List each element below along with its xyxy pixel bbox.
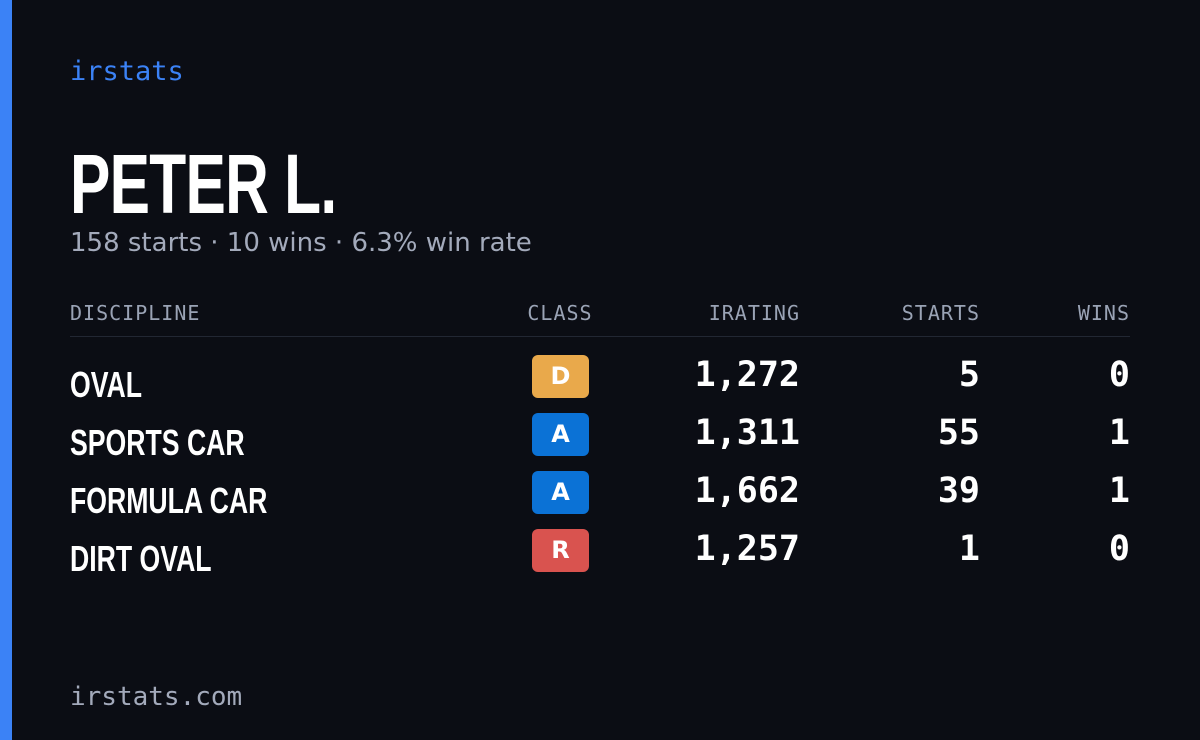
- wins: 0: [1108, 529, 1130, 569]
- starts: 5: [958, 355, 980, 395]
- column-header: STARTS: [901, 301, 980, 325]
- brand: irstats: [70, 56, 184, 87]
- irating: 1,257: [694, 529, 800, 569]
- site: irstats.com: [70, 682, 243, 712]
- class-badge: A: [532, 413, 589, 456]
- wins: 1: [1108, 413, 1130, 453]
- irating: 1,311: [694, 413, 800, 453]
- accent-stripe: [0, 0, 12, 740]
- class-badge: R: [532, 529, 589, 572]
- discipline: SPORTS CAR: [70, 422, 245, 463]
- starts: 39: [937, 471, 980, 511]
- class-badge: A: [532, 471, 589, 514]
- column-header: IRATING: [708, 301, 800, 325]
- starts: 55: [937, 413, 980, 453]
- summary: 158 starts · 10 wins · 6.3% win rate: [70, 228, 532, 258]
- irating: 1,272: [694, 355, 800, 395]
- starts: 1: [958, 529, 980, 569]
- discipline: FORMULA CAR: [70, 480, 268, 521]
- column-header: CLASS: [527, 301, 593, 325]
- driver-name: PETER L.: [70, 137, 337, 231]
- irating: 1,662: [694, 471, 800, 511]
- column-header: DISCIPLINE: [70, 301, 201, 325]
- class-badge: D: [532, 355, 589, 398]
- header-rule: [70, 336, 1130, 337]
- wins: 0: [1108, 355, 1130, 395]
- discipline: OVAL: [70, 364, 143, 405]
- column-header: WINS: [1077, 301, 1130, 325]
- wins: 1: [1108, 471, 1130, 511]
- discipline: DIRT OVAL: [70, 538, 212, 579]
